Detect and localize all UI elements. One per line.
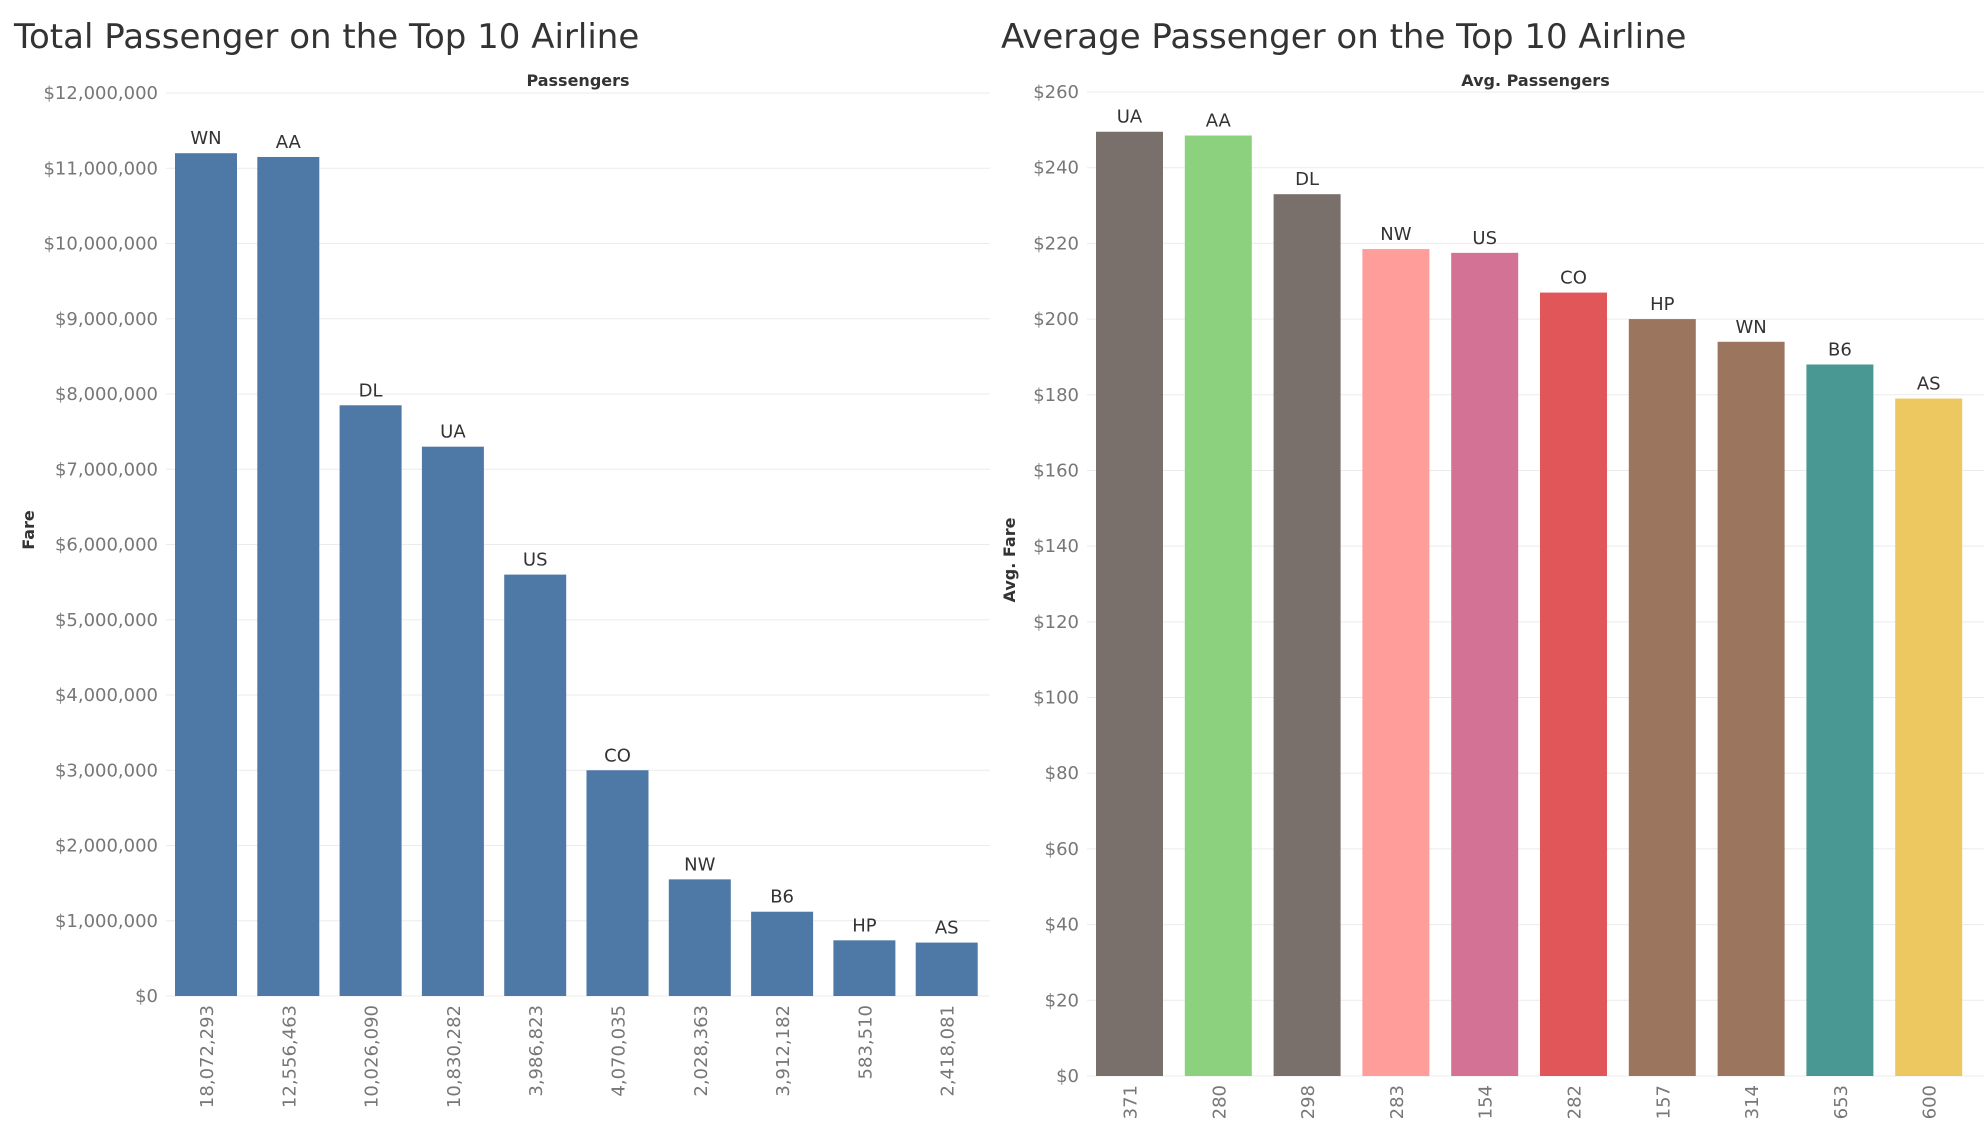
y-tick-label: $180 [1033,385,1079,406]
total-passenger-bar-chart: Passengers Fare $0 $1,000,000 $2,000,000 $3,0… [19,71,990,1108]
bar [421,446,484,996]
y-tick-label: $11,000,000 [43,158,158,179]
x-tick-label: 2,028,363 [691,1005,712,1097]
y-tick-label: $12,000,000 [43,83,158,104]
y-tick-label: $5,000,000 [55,610,158,631]
x-tick-label: 10,026,090 [362,1005,383,1108]
bar [1273,194,1341,1076]
y-tick-label: $120 [1033,612,1079,633]
chart-subtitle: Avg. Passengers [1461,71,1609,90]
x-tick-label: 371 [1121,1085,1142,1119]
bar [1362,249,1430,1077]
bar-data-label: US [1472,228,1497,249]
bar-data-label: WN [1735,317,1766,338]
bar-data-label: NW [684,854,715,875]
y-tick-label: $7,000,000 [55,459,158,480]
bar-data-label: DL [1295,169,1319,190]
bar-data-label: AA [276,132,302,153]
average-passenger-bar-chart: Avg. Passengers Avg. Fare $0 $20 $40 $60 $80 $1… [1000,71,1984,1119]
y-tick-label: $8,000,000 [55,384,158,405]
bar-data-label: UA [440,422,466,443]
bar [751,911,814,996]
bar [668,879,731,996]
y-tick-label: $6,000,000 [55,535,158,556]
y-tick-label: $4,000,000 [55,685,158,706]
y-tick-label: $2,000,000 [55,836,158,857]
y-tick-label: $9,000,000 [55,309,158,330]
y-tick-label: $240 [1033,158,1079,179]
bar-data-label: WN [190,128,221,149]
y-tick-label: $140 [1033,536,1079,557]
x-tick-label: 280 [1209,1085,1230,1119]
x-tick-label: 314 [1742,1085,1763,1119]
x-tick-label: 3,912,182 [773,1005,794,1097]
bar [257,156,320,996]
y-tick-label: $0 [135,986,158,1007]
bar [1806,364,1874,1076]
y-axis-title: Fare [19,510,38,550]
bar-data-label: US [523,550,548,571]
y-tick-label: $10,000,000 [43,234,158,255]
bar-data-label: DL [359,380,383,401]
bar-data-label: B6 [770,887,794,908]
bar-data-label: CO [1560,268,1587,289]
bar [175,153,237,996]
bar [504,574,567,996]
y-tick-label: $220 [1033,233,1079,254]
x-tick-label: 157 [1653,1085,1674,1119]
bar-data-label: AS [1917,374,1941,395]
x-tick-label: 283 [1387,1085,1408,1119]
y-tick-label: $100 [1033,688,1079,709]
right-chart-panel: Average Passenger on the Top 10 Airline … [990,0,1984,1126]
y-tick-label: $3,000,000 [55,760,158,781]
bar-data-label: NW [1380,224,1411,245]
bar-data-label: AS [935,918,959,939]
y-tick-label: $80 [1045,763,1079,784]
y-tick-label: $260 [1033,82,1079,103]
bar-data-label: HP [1650,294,1675,315]
bar-data-label: UA [1117,107,1143,128]
chart-title: Average Passenger on the Top 10 Airline [1001,17,1687,57]
x-tick-label: 12,556,463 [279,1005,300,1108]
bar-data-label: CO [604,745,631,766]
x-tick-label: 154 [1476,1085,1497,1119]
chart-title: Total Passenger on the Top 10 Airline [14,17,640,57]
y-tick-label: $20 [1045,990,1079,1011]
bar [1540,292,1607,1077]
x-tick-label: 3,986,823 [526,1005,547,1097]
y-tick-label: $40 [1045,915,1079,936]
left-chart-panel: Total Passenger on the Top 10 Airline Pa… [0,0,990,1126]
bar-data-label: B6 [1828,339,1852,360]
x-tick-label: 4,070,035 [609,1005,630,1097]
x-tick-label: 600 [1920,1085,1941,1119]
bar [1184,135,1252,1076]
bar [915,942,978,996]
x-tick-label: 298 [1298,1085,1319,1119]
bar [586,770,649,996]
y-axis-title: Avg. Fare [1000,517,1019,602]
bar [833,940,896,996]
bar [1895,398,1963,1076]
y-tick-label: $1,000,000 [55,911,158,932]
bar [1628,319,1696,1077]
bar-data-label: AA [1206,111,1232,132]
x-tick-label: 10,830,282 [444,1005,465,1108]
chart-subtitle: Passengers [526,71,629,90]
bar [339,405,402,997]
y-tick-label: $160 [1033,460,1079,481]
x-tick-label: 653 [1831,1085,1852,1119]
bar-data-label: HP [852,915,877,936]
x-tick-label: 18,072,293 [197,1005,218,1108]
bar [1451,252,1519,1076]
y-tick-label: $0 [1056,1066,1079,1087]
y-tick-label: $200 [1033,309,1079,330]
bar [1717,341,1785,1076]
x-tick-label: 583,510 [855,1005,876,1079]
x-tick-label: 282 [1565,1085,1586,1119]
bar [1096,131,1163,1076]
x-tick-label: 2,418,081 [938,1005,959,1097]
y-tick-label: $60 [1045,839,1079,860]
